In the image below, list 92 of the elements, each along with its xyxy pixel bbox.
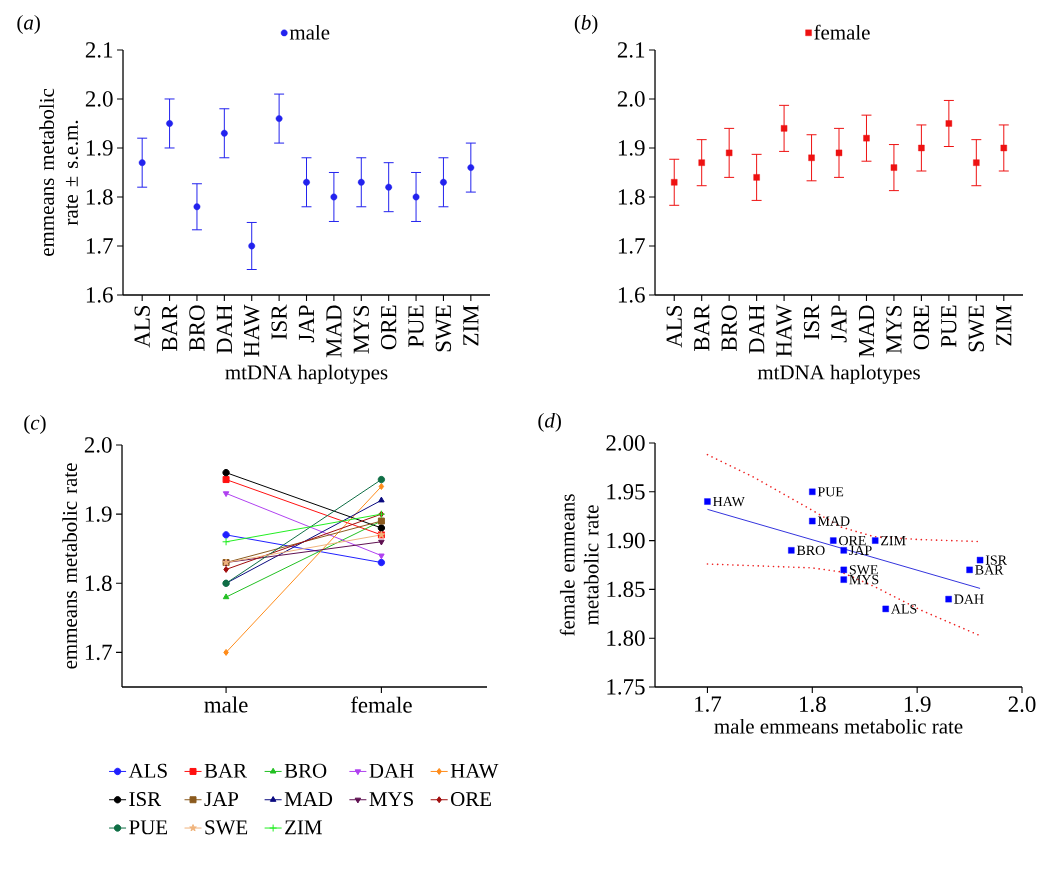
legend-label: ZIM xyxy=(285,820,322,835)
annotation: MYS xyxy=(849,574,879,585)
y-tick-label: 1.9 xyxy=(85,506,112,522)
x-tick-label: 2.0 xyxy=(1008,696,1036,713)
y-tick-label: 1.8 xyxy=(618,189,645,205)
x-tick-label: SWE xyxy=(435,305,452,352)
x-tick-label: DAH xyxy=(216,305,232,354)
x-tick-label: BAR xyxy=(694,304,710,351)
x-tick-label: JAP xyxy=(298,305,315,343)
annotation: BAR xyxy=(975,565,1004,575)
y-tick-label: 2.1 xyxy=(85,42,113,58)
annotation: JAP xyxy=(849,545,872,556)
legend-label: HAW xyxy=(450,763,499,778)
x-tick-label: MAD xyxy=(858,305,875,358)
x-tick-label: JAP xyxy=(831,305,847,343)
y-tick-label: 1.75 xyxy=(607,679,645,695)
chart-title: (b) xyxy=(574,14,598,34)
x-tick-label: 1.8 xyxy=(799,696,826,713)
x-tick-label: male xyxy=(204,696,248,713)
legend-label: ORE xyxy=(451,792,491,807)
y-tick-label: 1.9 xyxy=(86,140,113,156)
x-tick-label: BRO xyxy=(721,305,737,351)
y-axis-title: female emmeans metabolic rate xyxy=(559,494,599,636)
x-tick-label: ALS xyxy=(134,305,150,348)
y-tick-label: 1.6 xyxy=(86,287,113,303)
x-tick-label: female xyxy=(350,696,412,713)
x-axis-title: mtDNA haplotypes xyxy=(757,364,920,384)
legend-label: DAH xyxy=(369,763,414,778)
legend-label: female xyxy=(814,24,870,40)
y-tick-label: 1.85 xyxy=(607,581,645,598)
y-tick-label: 1.95 xyxy=(607,484,645,500)
y-axis-title: emmeans metabolic rate xyxy=(62,463,78,669)
annotation: SWE xyxy=(849,565,878,575)
legend-label: JAP xyxy=(204,792,239,807)
x-tick-label: ZIM xyxy=(463,305,479,346)
legend-label: BRO xyxy=(284,763,327,778)
annotation: DAH xyxy=(954,594,984,604)
x-tick-label: BRO xyxy=(189,305,205,351)
legend-label: SWE xyxy=(205,820,248,835)
legend-label: BAR xyxy=(204,763,248,778)
x-tick-label: ORE xyxy=(913,305,930,350)
y-tick-label: 1.80 xyxy=(607,630,645,646)
x-tick-label: 1.9 xyxy=(904,696,931,712)
legend-label: MAD xyxy=(284,792,333,806)
annotation: MAD xyxy=(817,516,850,526)
x-tick-label: HAW xyxy=(776,304,792,357)
y-tick-label: 1.7 xyxy=(618,238,645,254)
chart-title: (d) xyxy=(538,412,561,432)
x-tick-label: MYS xyxy=(353,305,369,354)
y-tick-label: 1.9 xyxy=(618,140,645,156)
x-tick-label: ZIM xyxy=(996,305,1012,346)
x-tick-label: ALS xyxy=(666,305,682,348)
annotation: HAW xyxy=(713,496,745,507)
x-tick-label: PUE xyxy=(408,305,424,348)
annotation: PUE xyxy=(817,487,844,497)
y-tick-label: 2.00 xyxy=(606,435,645,451)
x-tick-label: 1.7 xyxy=(695,696,722,712)
x-axis-title: male emmeans metabolic rate xyxy=(714,718,963,734)
x-tick-label: ORE xyxy=(380,305,397,350)
y-tick-label: 1.7 xyxy=(85,644,112,661)
legend-label: MYS xyxy=(369,792,413,807)
chart-title: (a) xyxy=(17,14,40,34)
x-axis-title: mtDNA haplotypes xyxy=(225,364,388,384)
legend-label: male xyxy=(289,24,330,40)
x-tick-label: DAH xyxy=(749,305,765,354)
x-tick-label: PUE xyxy=(941,305,957,348)
y-tick-label: 2.0 xyxy=(617,91,645,107)
legend-label: ALS xyxy=(128,763,167,778)
chart-title: (c) xyxy=(24,415,46,434)
x-tick-label: BAR xyxy=(161,304,178,351)
x-tick-label: ISR xyxy=(271,304,287,340)
y-tick-label: 2.1 xyxy=(617,42,645,58)
x-tick-label: MYS xyxy=(886,305,902,354)
y-tick-label: 1.8 xyxy=(85,575,112,592)
y-tick-label: 1.7 xyxy=(86,238,113,254)
annotation: ORE xyxy=(839,535,866,546)
legend-label: ISR xyxy=(129,792,162,807)
annotation: ISR xyxy=(985,555,1007,565)
y-axis-title: emmeans metabolic rate ± s.e.m. xyxy=(39,88,79,256)
y-tick-label: 1.8 xyxy=(86,189,113,205)
annotation: BRO xyxy=(796,545,825,556)
y-tick-label: 1.6 xyxy=(618,287,645,303)
annotation: ALS xyxy=(891,604,917,614)
annotation: ZIM xyxy=(881,536,906,546)
x-tick-label: SWE xyxy=(968,305,985,352)
x-tick-label: HAW xyxy=(244,304,260,357)
y-tick-label: 1.90 xyxy=(607,532,645,549)
x-tick-label: MAD xyxy=(326,305,342,358)
y-tick-label: 2.0 xyxy=(84,437,112,453)
y-tick-label: 2.0 xyxy=(85,91,113,107)
x-tick-label: ISR xyxy=(803,304,820,340)
legend-label: PUE xyxy=(129,820,168,835)
